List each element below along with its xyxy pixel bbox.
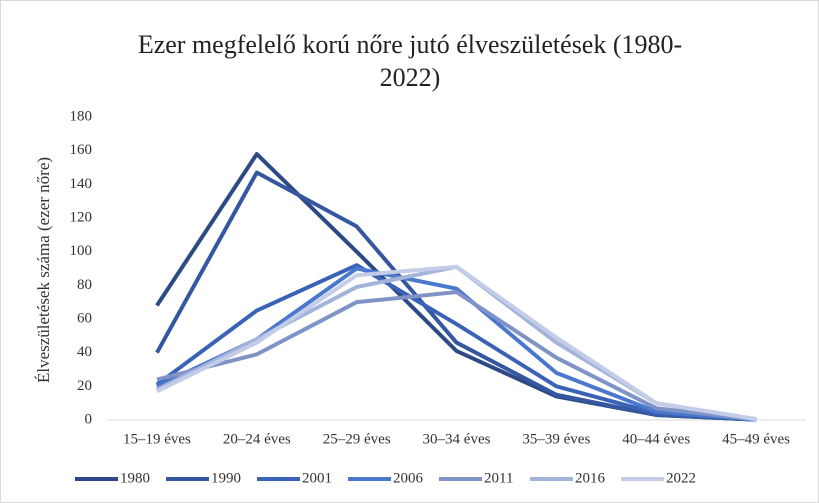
x-tick-label: 35–39 éves xyxy=(522,431,590,447)
legend-label: 2011 xyxy=(484,470,513,486)
x-tick-label: 30–34 éves xyxy=(423,431,491,447)
x-tick-label: 15–19 éves xyxy=(123,431,191,447)
series-line xyxy=(156,264,757,422)
x-tick-label: 40–44 éves xyxy=(622,431,690,447)
x-tick-label: 25–29 éves xyxy=(323,431,391,447)
x-tick-label: 45–49 éves xyxy=(722,431,790,447)
legend-label: 2022 xyxy=(666,470,696,486)
y-tick-label: 100 xyxy=(70,243,93,259)
y-tick-label: 140 xyxy=(70,176,93,192)
x-tick-label: 20–24 éves xyxy=(223,431,291,447)
y-tick-label: 60 xyxy=(77,310,92,326)
legend-label: 2016 xyxy=(575,470,606,486)
y-tick-label: 120 xyxy=(70,209,93,225)
legend-label: 2006 xyxy=(393,470,424,486)
y-tick-label: 160 xyxy=(70,142,93,158)
chart-title: Ezer megfelelő korú nőre jutó élveszület… xyxy=(137,30,683,92)
y-tick-label: 40 xyxy=(77,344,92,360)
legend-label: 2001 xyxy=(302,470,332,486)
y-tick-label: 180 xyxy=(70,108,93,124)
legend-label: 1980 xyxy=(120,470,150,486)
y-tick-label: 20 xyxy=(77,378,92,394)
y-axis-label: Élveszületések száma (ezer nőre) xyxy=(34,157,53,383)
y-tick-label: 0 xyxy=(85,411,93,427)
series-line xyxy=(156,290,757,422)
y-tick-label: 80 xyxy=(77,277,92,293)
legend-label: 1990 xyxy=(211,470,241,486)
